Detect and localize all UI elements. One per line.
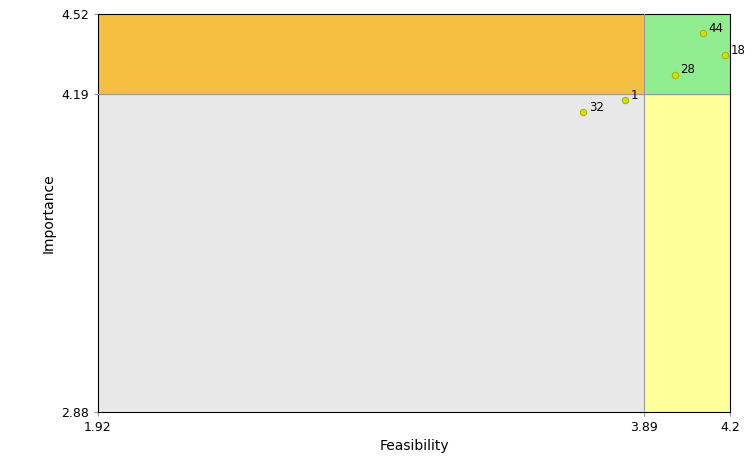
Point: [578, 109, 590, 116]
Bar: [98, 14, 645, 94]
X-axis label: Feasibility: Feasibility: [380, 439, 449, 453]
Point: [719, 51, 731, 59]
Point: [697, 29, 709, 37]
Bar: [645, 94, 730, 412]
Bar: [645, 14, 730, 94]
Text: 18: 18: [730, 44, 745, 57]
Bar: [98, 94, 645, 412]
Text: 32: 32: [589, 101, 604, 114]
Text: 28: 28: [681, 63, 695, 76]
Point: [619, 96, 631, 104]
Text: 44: 44: [709, 22, 723, 35]
Point: [669, 71, 681, 79]
Text: 1: 1: [630, 89, 638, 102]
Y-axis label: Importance: Importance: [41, 173, 56, 253]
